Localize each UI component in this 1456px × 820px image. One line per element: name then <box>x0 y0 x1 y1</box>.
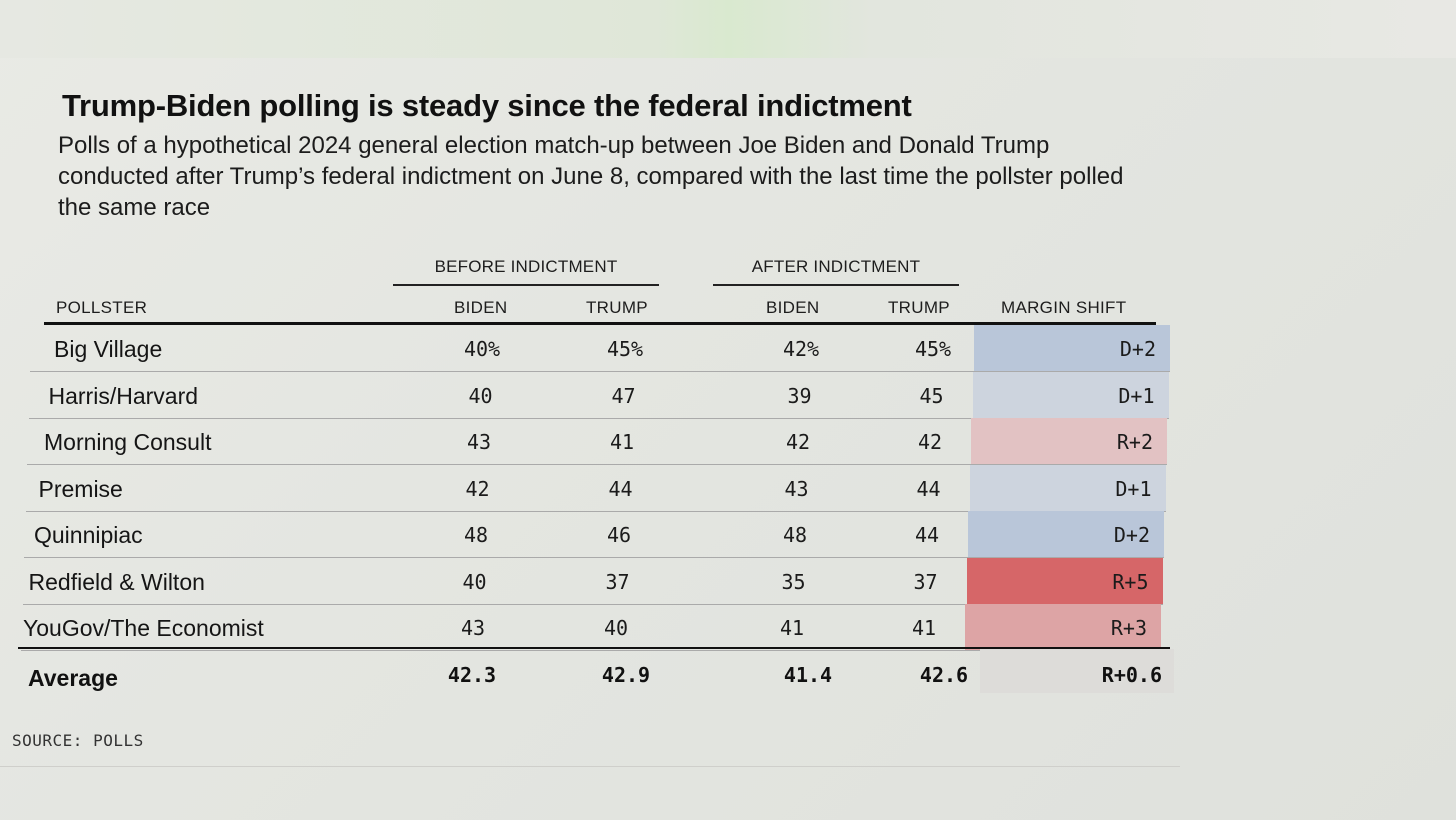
margin-shift-cell: R+3 <box>965 604 1161 650</box>
cell-after-trump: 44 <box>914 523 940 547</box>
average-before-trump: 42.9 <box>601 663 651 687</box>
cell-before-trump: 37 <box>605 569 630 594</box>
margin-shift-cell: D+2 <box>974 325 1170 371</box>
pollster-name: Big Village <box>54 336 163 362</box>
cell-before-trump: 41 <box>609 430 635 454</box>
cell-before-biden: 40 <box>468 383 493 408</box>
cell-after-biden: 42 <box>785 430 811 454</box>
margin-shift-value: D+1 <box>1115 476 1152 501</box>
top-background-band <box>0 0 1456 58</box>
chart-card: Trump-Biden polling is steady since the … <box>0 58 1456 820</box>
margin-shift-value: D+1 <box>1118 383 1155 408</box>
pollster-name: Redfield & Wilton <box>28 568 205 595</box>
cell-after-biden: 39 <box>787 383 812 408</box>
cell-after-trump: 41 <box>911 616 937 640</box>
table-row: YouGov/The Economist 43 40 41 41 R+3 <box>21 604 1161 651</box>
table-row: Morning Consult 43 41 42 42 R+2 <box>27 418 1167 465</box>
cell-after-trump: 42 <box>917 430 943 454</box>
cell-after-trump: 45 <box>919 383 944 408</box>
group-underline-after <box>713 284 959 286</box>
pollster-name: Premise <box>38 475 123 502</box>
pollster-name: YouGov/The Economist <box>23 615 264 641</box>
column-header-before-biden: BIDEN <box>454 298 508 317</box>
margin-shift-cell: D+1 <box>969 464 1166 511</box>
column-header-after-biden: BIDEN <box>766 298 820 317</box>
cell-before-trump: 46 <box>606 523 632 547</box>
chart-title: Trump-Biden polling is steady since the … <box>62 88 912 123</box>
cell-before-biden: 43 <box>466 430 492 454</box>
margin-shift-cell: D+2 <box>968 511 1164 557</box>
cell-before-biden: 40 <box>462 569 487 594</box>
margin-shift-value: R+5 <box>1112 569 1149 594</box>
cell-before-trump: 44 <box>608 476 633 501</box>
pollster-name: Harris/Harvard <box>48 382 199 409</box>
source-note: SOURCE: POLLS <box>12 731 144 750</box>
cell-after-biden: 35 <box>781 569 806 594</box>
table-row: Harris/Harvard 40 47 39 45 D+1 <box>28 371 1169 419</box>
table-row: Premise 42 44 43 44 D+1 <box>25 464 1166 512</box>
group-label-after: AFTER INDICTMENT <box>751 257 921 276</box>
column-header-after-trump: TRUMP <box>888 298 950 317</box>
margin-shift-cell: R+2 <box>971 418 1167 464</box>
cell-before-biden: 48 <box>463 523 489 547</box>
margin-shift-cell: R+5 <box>966 557 1163 604</box>
cell-before-biden: 42 <box>465 476 490 501</box>
margin-shift-value: D+2 <box>1119 337 1156 361</box>
cell-before-biden: 40% <box>463 337 501 361</box>
average-before-biden: 42.3 <box>447 663 497 687</box>
table-row: Big Village 40% 45% 42% 45% D+2 <box>30 325 1170 372</box>
column-header-margin-shift: MARGIN SHIFT <box>1001 298 1127 317</box>
column-header-before-trump: TRUMP <box>586 298 648 317</box>
table-row: Quinnipiac 48 46 48 44 D+2 <box>24 511 1164 558</box>
cell-before-trump: 47 <box>611 383 636 408</box>
bottom-rule <box>0 766 1180 767</box>
average-label: Average <box>28 665 118 691</box>
cell-after-trump: 37 <box>913 569 938 594</box>
average-margin-shift-cell: R+0.6 <box>980 649 1174 693</box>
cell-after-biden: 41 <box>779 616 805 640</box>
average-rule <box>18 647 1170 649</box>
cell-before-trump: 45% <box>606 337 644 361</box>
average-after-trump: 42.6 <box>919 663 969 687</box>
average-margin-shift: R+0.6 <box>1101 663 1162 687</box>
cell-after-biden: 43 <box>784 476 809 501</box>
margin-shift-value: R+3 <box>1110 616 1147 640</box>
margin-shift-value: R+2 <box>1116 430 1153 454</box>
margin-shift-value: D+2 <box>1113 523 1150 547</box>
pollster-name: Morning Consult <box>44 429 212 455</box>
average-row: Average 42.3 42.9 41.4 42.6 R+0.6 <box>18 649 1174 693</box>
margin-shift-cell: D+1 <box>972 371 1169 418</box>
average-after-biden: 41.4 <box>783 663 833 687</box>
table-row: Redfield & Wilton 40 37 35 37 R+5 <box>22 557 1163 605</box>
cell-after-trump: 45% <box>914 337 952 361</box>
pollster-name: Quinnipiac <box>34 522 143 548</box>
cell-before-biden: 43 <box>460 616 486 640</box>
cell-before-trump: 40 <box>603 616 629 640</box>
column-header-pollster: POLLSTER <box>56 298 148 317</box>
group-label-before: BEFORE INDICTMENT <box>434 257 618 276</box>
chart-subtitle: Polls of a hypothetical 2024 general ele… <box>58 132 1124 221</box>
group-underline-before <box>393 284 659 286</box>
cell-after-trump: 44 <box>916 476 941 501</box>
cell-after-biden: 42% <box>782 337 820 361</box>
cell-after-biden: 48 <box>782 523 808 547</box>
header-rule <box>44 322 1156 325</box>
